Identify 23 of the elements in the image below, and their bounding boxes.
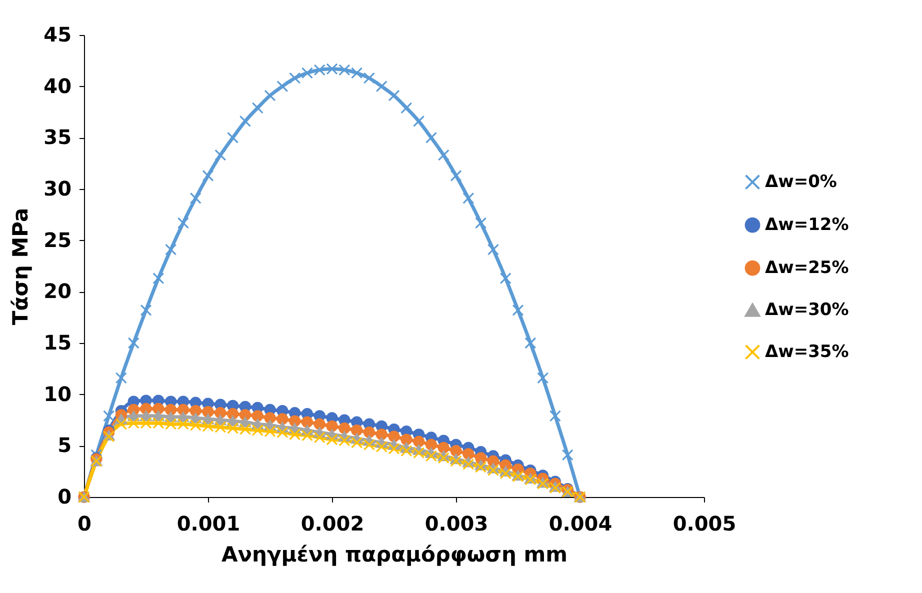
y-tick-label: 35	[44, 125, 72, 150]
y-tick-label: 0	[58, 484, 72, 508]
y-tick-label: 20	[44, 279, 72, 304]
y-tick-label: 45	[44, 22, 72, 46]
y-tick-label: 30	[44, 176, 72, 200]
x-tick-label: 0.002	[300, 512, 364, 536]
x-axis-title: Ανηγμένη παραμόρφωση mm	[222, 542, 568, 566]
x-tick-label: 0.001	[176, 512, 240, 536]
y-tick-label: 10	[44, 382, 72, 406]
x-tick-label: 0.004	[548, 512, 612, 536]
x-tick-label: 0.005	[672, 512, 736, 536]
legend-label: Δw=35%	[765, 342, 849, 362]
legend-label: Δw=25%	[765, 258, 849, 278]
y-tick-label: 5	[58, 433, 72, 458]
legend-label: Δw=0%	[765, 172, 837, 192]
x-tick-label: 0	[78, 512, 92, 536]
y-tick-label: 15	[44, 330, 72, 354]
y-tick-label: 40	[44, 74, 72, 98]
legend-label: Δw=12%	[765, 215, 849, 236]
x-tick-label: 0.003	[424, 512, 488, 536]
legend-label: Δw=30%	[765, 300, 849, 320]
y-axis-title: Τάση MPa	[8, 208, 33, 326]
y-tick-label: 25	[44, 228, 72, 252]
